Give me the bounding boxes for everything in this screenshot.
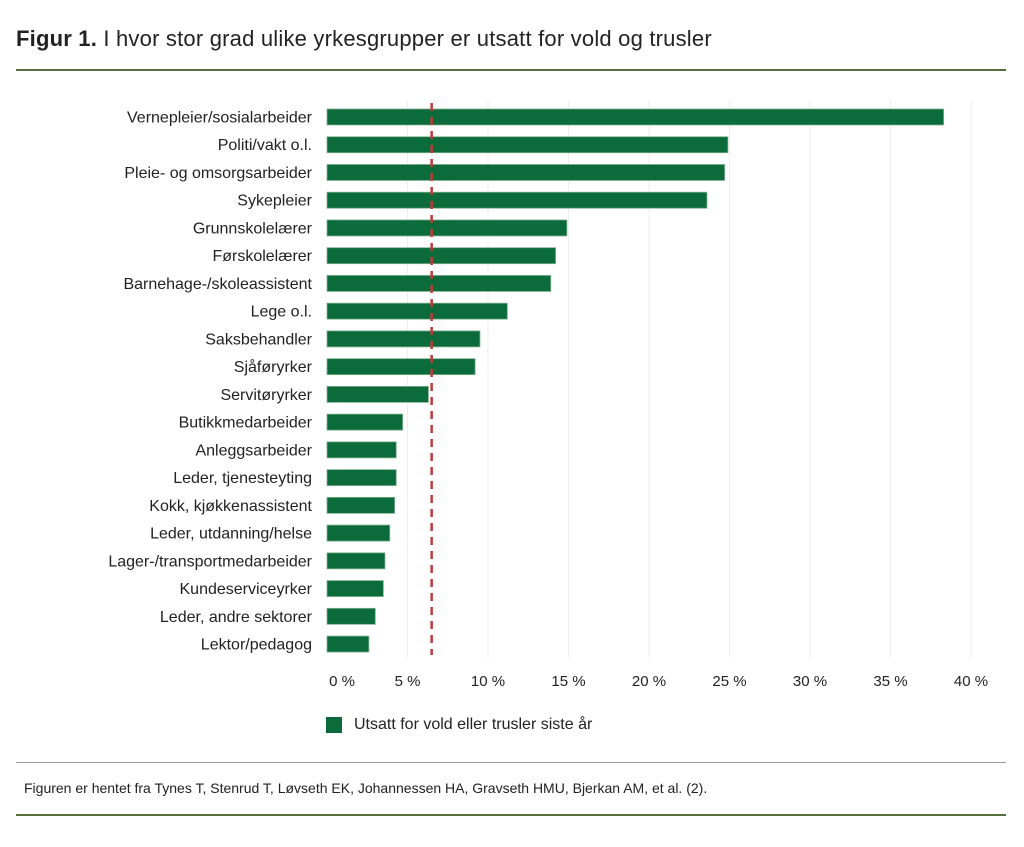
bar <box>326 275 552 292</box>
bar <box>326 552 386 570</box>
x-tick-label: 10 % <box>471 673 505 690</box>
x-tick-label: 20 % <box>632 673 666 690</box>
category-label: Førskolelærer <box>212 248 312 265</box>
category-label: Leder, utdanning/helse <box>150 526 312 543</box>
x-tick-label: 30 % <box>793 673 827 690</box>
top-rule <box>16 69 1006 71</box>
category-label: Leder, andre sektorer <box>160 609 313 626</box>
category-label: Sjåføryrker <box>234 358 313 376</box>
figure-number: Figur 1. <box>16 26 98 51</box>
bar <box>326 330 481 348</box>
category-label: Anleggsarbeider <box>195 442 312 459</box>
category-label: Lager-/transportmedarbeider <box>108 553 312 570</box>
bar <box>326 385 429 403</box>
bar <box>326 302 508 320</box>
bar <box>326 469 397 487</box>
bar <box>326 413 404 431</box>
bar <box>326 441 397 459</box>
category-label: Servitøryrker <box>220 387 312 404</box>
category-label: Kokk, kjøkkenassistent <box>149 498 312 515</box>
bar <box>326 136 729 154</box>
bar <box>326 607 376 625</box>
x-tick-label: 5 % <box>395 673 421 690</box>
category-label: Saksbehandler <box>205 331 312 348</box>
source-note: Figuren er hentet fra Tynes T, Stenrud T… <box>24 780 708 796</box>
bar <box>326 164 726 181</box>
bar <box>326 635 370 653</box>
category-label: Grunnskolelærer <box>193 220 313 237</box>
source-divider <box>16 762 1006 763</box>
category-label: Vernepleier/sosialarbeider <box>127 110 313 127</box>
legend: Utsatt for vold eller trusler siste år <box>326 716 592 734</box>
figure-title: Figur 1. I hvor stor grad ulike yrkesgru… <box>16 26 712 52</box>
figure-title-text: I hvor stor grad ulike yrkesgrupper er u… <box>97 26 712 51</box>
category-label: Sykepleier <box>237 193 312 210</box>
bar <box>326 191 708 209</box>
bar <box>326 496 396 514</box>
category-label: Lege o.l. <box>251 304 312 321</box>
bar <box>326 580 384 597</box>
category-label: Butikkmedarbeider <box>179 415 313 432</box>
bar <box>326 108 945 126</box>
bottom-rule <box>16 814 1006 816</box>
category-label: Kundeserviceyrker <box>180 581 313 598</box>
legend-swatch <box>326 717 342 733</box>
legend-label: Utsatt for vold eller trusler siste år <box>354 716 593 733</box>
category-label: Barnehage-/skoleassistent <box>123 276 312 293</box>
x-tick-label: 35 % <box>873 673 907 690</box>
x-tick-label: 25 % <box>712 673 746 690</box>
category-label: Pleie- og omsorgsarbeider <box>124 165 312 182</box>
x-tick-label: 40 % <box>954 673 988 690</box>
x-tick-label: 0 % <box>329 673 355 690</box>
x-tick-label: 15 % <box>551 673 585 690</box>
bar <box>326 247 557 265</box>
category-label: Leder, tjenesteyting <box>173 470 312 487</box>
category-label: Politi/vakt o.l. <box>218 137 312 154</box>
bar <box>326 524 391 542</box>
bar <box>326 358 476 376</box>
category-label: Lektor/pedagog <box>201 637 312 654</box>
bar <box>326 219 568 237</box>
